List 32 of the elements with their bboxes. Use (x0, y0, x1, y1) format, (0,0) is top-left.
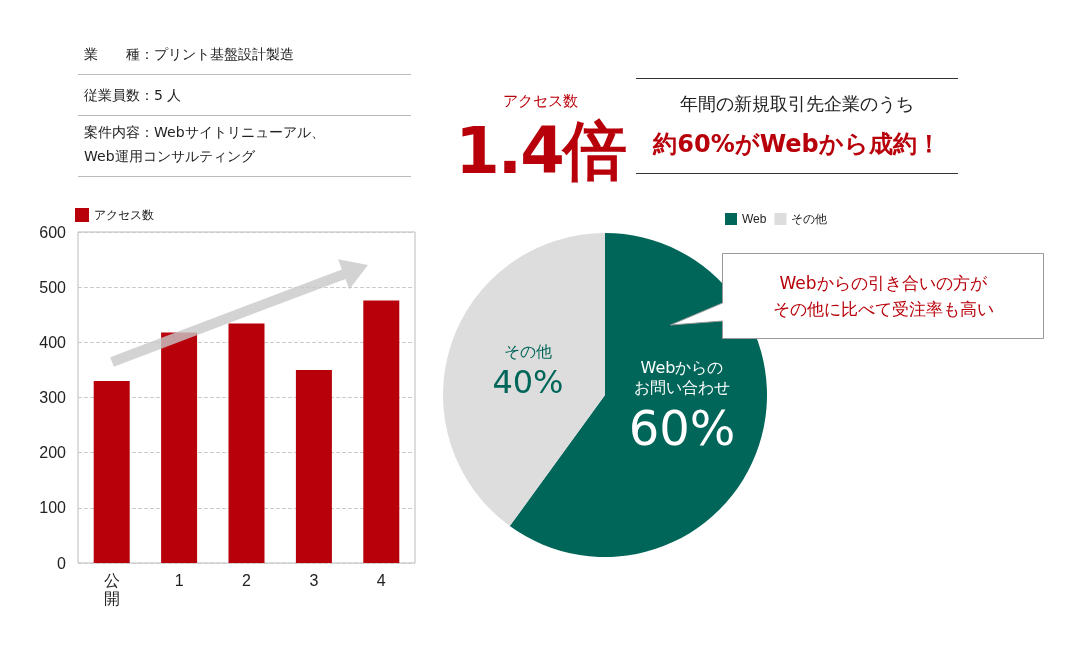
legend-label: Web (742, 212, 767, 226)
y-tick-label: 0 (57, 554, 67, 572)
legend-label: アクセス数 (94, 208, 154, 222)
y-tick-label: 400 (39, 333, 67, 351)
legend-label: その他 (791, 212, 828, 226)
x-tick-label: 公開 (103, 571, 120, 607)
y-tick-label: 300 (39, 389, 67, 406)
bar (363, 300, 400, 563)
text: 1.4倍 (455, 114, 625, 188)
y-tick-label: 100 (39, 499, 67, 517)
bar (295, 369, 332, 563)
data-label: 60% (627, 399, 737, 458)
x-tick-label: 1 (174, 571, 184, 589)
y-tick-label: 500 (39, 278, 67, 296)
text: 年間の新規取引先企業のうち (679, 92, 915, 116)
text: 従業員数：5 人 (78, 83, 411, 116)
text: 案件内容：Webサイトリニューアル、 Web運用コンサルティング (78, 120, 411, 177)
slice-label: その他 (502, 341, 553, 362)
bar (93, 380, 130, 563)
data-label: 40% (491, 361, 565, 402)
text: Webからのお問い合わせ (634, 358, 731, 398)
text: 業 種：プリント基盤設計製造 (78, 42, 411, 75)
speech-bubble: Webからの引き合いの方がその他に比べて受注率も高い (670, 253, 1044, 339)
text: 約60%がWebから成約！ (651, 129, 942, 160)
x-tick-label: 3 (309, 571, 319, 589)
bar (228, 323, 265, 563)
bar (161, 332, 198, 563)
y-tick-label: 600 (39, 223, 67, 241)
y-tick-label: 200 (39, 444, 67, 462)
x-tick-label: 4 (376, 571, 386, 589)
text: アクセス数 (501, 92, 579, 111)
x-tick-label: 2 (242, 571, 252, 589)
